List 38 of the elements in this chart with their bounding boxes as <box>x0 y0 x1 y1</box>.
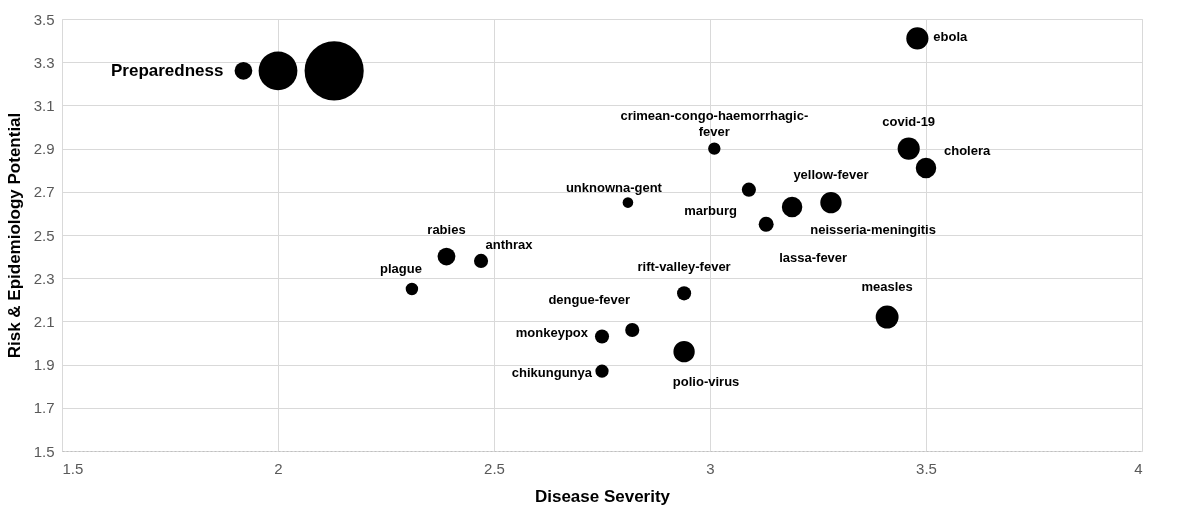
y-tick-label: 1.7 <box>33 399 55 417</box>
annotation: rabies <box>427 221 466 237</box>
y-tick-label: 2.1 <box>33 312 55 330</box>
annotation: yellow-fever <box>793 166 869 182</box>
x-tick-label: 3 <box>706 459 715 477</box>
annotation: plague <box>379 261 422 276</box>
annotation: neisseria-meningitis <box>810 221 936 237</box>
y-tick-label: 3.1 <box>33 96 55 114</box>
y-tick-label: 1.5 <box>33 442 55 460</box>
y-axis-title: Risk & Epidemiology Potential <box>4 112 24 359</box>
annotation: lassa-fever <box>779 250 848 266</box>
annotation: anthrax <box>485 236 534 252</box>
annotation: polio-virus <box>672 373 740 389</box>
annotation: rift-valley-fever <box>637 259 731 275</box>
y-tick-label: 3.3 <box>33 53 55 71</box>
x-tick-label: 3.5 <box>916 459 937 477</box>
annotation: measles <box>861 279 913 295</box>
y-tick-label: 2.5 <box>33 226 55 244</box>
annotation: monkeypox <box>515 324 589 340</box>
annotation: crimean-congo-haemorrhagic-fever <box>620 107 809 139</box>
annotation: marburg <box>684 202 737 218</box>
annotation: cholera <box>944 143 992 159</box>
x-tick-label: 1.5 <box>62 459 84 477</box>
x-tick-label: 2.5 <box>484 459 505 477</box>
y-tick-label: 3.5 <box>33 10 55 28</box>
y-tick-label: 2.3 <box>33 269 55 287</box>
annotation: chikungunya <box>511 365 593 381</box>
x-tick-label: 4 <box>1134 459 1143 477</box>
x-tick-label: 2 <box>274 459 283 477</box>
annotation: unknowna-gent <box>565 179 663 195</box>
annotation: ebola <box>933 29 969 45</box>
y-tick-label: 1.9 <box>33 356 55 374</box>
y-tick-label: 2.7 <box>33 183 55 201</box>
y-tick-label: 2.9 <box>33 140 55 158</box>
annotation: dengue-fever <box>548 292 631 308</box>
annotation: covid-19 <box>882 113 936 129</box>
x-axis-title: Disease Severity <box>534 486 671 506</box>
annotation: Preparedness <box>110 60 224 80</box>
